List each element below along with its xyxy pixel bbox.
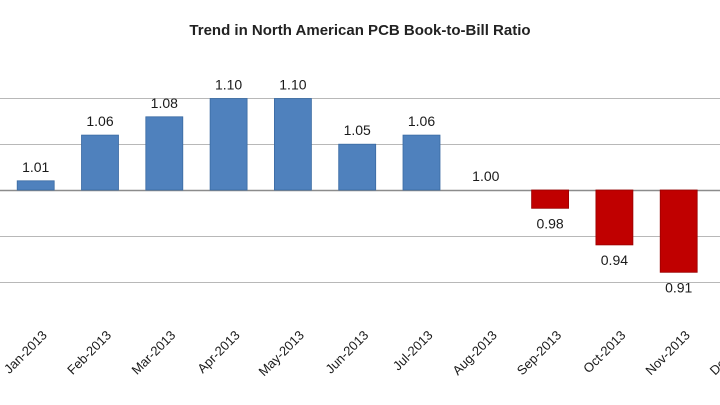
x-tick-label: Jun-2013: [322, 328, 371, 377]
x-axis-tick-labels: Dec-2012Jan-2013Feb-2013Mar-2013Apr-2013…: [1, 328, 720, 379]
chart-title: Trend in North American PCB Book-to-Bill…: [189, 22, 530, 39]
x-tick-label: May-2013: [256, 328, 307, 379]
data-label: 1.10: [215, 77, 242, 93]
bar: [338, 143, 377, 191]
data-labels: 0.981.011.061.081.101.101.051.061.000.98…: [22, 77, 692, 296]
bar: [659, 189, 698, 273]
x-tick-label: Sep-2013: [514, 328, 564, 378]
data-label: 1.00: [472, 168, 499, 184]
data-label: 1.01: [22, 159, 49, 175]
data-label: 1.10: [279, 77, 306, 93]
x-tick-label: Oct-2013: [580, 328, 628, 376]
bar: [209, 98, 248, 191]
bar: [16, 180, 55, 191]
bars: [16, 98, 698, 273]
x-tick-label: Feb-2013: [64, 328, 114, 378]
bar: [402, 134, 441, 191]
data-label: 0.98: [536, 215, 563, 231]
x-tick-label: Nov-2013: [642, 328, 692, 378]
x-tick-label: Apr-2013: [194, 328, 242, 376]
x-tick-label: Jul-2013: [390, 328, 436, 374]
bar: [595, 189, 634, 246]
data-label: 1.05: [344, 122, 371, 138]
bar: [81, 134, 119, 191]
x-tick-label: Jan-2013: [1, 328, 50, 377]
data-label: 0.94: [601, 252, 628, 268]
bar: [273, 98, 312, 191]
data-label: 1.08: [151, 95, 178, 111]
bar: [145, 116, 184, 191]
x-tick-label: Aug-2013: [449, 328, 499, 378]
data-label: 1.06: [86, 113, 113, 129]
x-tick-label: Mar-2013: [128, 328, 178, 378]
bar: [531, 189, 569, 209]
data-label: 1.06: [408, 113, 435, 129]
x-tick-label: Dec-2013: [707, 328, 720, 378]
data-label: 0.91: [665, 279, 692, 295]
